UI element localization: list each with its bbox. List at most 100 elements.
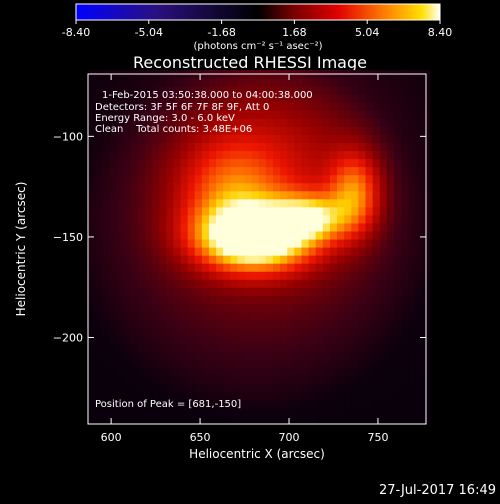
heatmap-cell	[294, 118, 303, 127]
heatmap-cell	[294, 359, 303, 369]
heatmap-cell	[201, 407, 210, 417]
heatmap-cell	[230, 303, 239, 312]
heatmap-cell	[95, 86, 103, 95]
heatmap-cell	[301, 399, 310, 409]
heatmap-cell	[201, 287, 210, 296]
heatmap-cell	[301, 351, 310, 361]
heatmap-cell	[322, 319, 331, 329]
heatmap-cell	[187, 327, 196, 337]
heatmap-cell	[187, 190, 196, 200]
heatmap-cell	[194, 238, 203, 248]
heatmap-cell	[244, 295, 253, 304]
heatmap-cell	[230, 255, 239, 264]
heatmap-cell	[223, 343, 231, 353]
heatmap-cell	[137, 246, 146, 256]
heatmap-cell	[393, 303, 402, 312]
heatmap-cell	[265, 110, 274, 119]
heatmap-cell	[194, 94, 203, 103]
heatmap-cell	[386, 238, 395, 248]
heatmap-cell	[258, 158, 267, 168]
heatmap-cell	[216, 271, 224, 280]
heatmap-cell	[408, 246, 416, 256]
heatmap-cell	[187, 391, 196, 401]
heatmap-cell	[301, 118, 310, 127]
heatmap-cell	[337, 319, 345, 329]
heatmap-cell	[351, 126, 359, 135]
heatmap-cell	[130, 142, 139, 152]
heatmap-cell	[393, 335, 402, 345]
heatmap-cell	[187, 182, 196, 192]
heatmap-cell	[194, 271, 203, 280]
heatmap-cell	[379, 166, 388, 176]
heatmap-cell	[301, 303, 310, 312]
heatmap-cell	[315, 94, 324, 103]
heatmap-cell	[365, 150, 374, 160]
heatmap-cell	[201, 246, 210, 256]
heatmap-cell	[372, 375, 381, 385]
heatmap-cell	[116, 158, 125, 168]
heatmap-cell	[251, 351, 260, 361]
heatmap-cell	[159, 383, 167, 393]
heatmap-cell	[208, 102, 217, 111]
heatmap-cell	[109, 206, 118, 216]
heatmap-cell	[358, 367, 367, 377]
heatmap-cell	[337, 174, 345, 184]
heatmap-cell	[173, 359, 182, 369]
heatmap-cell	[152, 142, 160, 152]
heatmap-cell	[116, 222, 125, 232]
heatmap-cell	[415, 198, 424, 208]
heatmap-cell	[109, 94, 118, 103]
heatmap-cell	[180, 110, 189, 119]
heatmap-cell	[88, 94, 96, 103]
heatmap-cell	[201, 142, 210, 152]
heatmap-cell	[393, 383, 402, 393]
heatmap-cell	[386, 126, 395, 135]
heatmap-cell	[379, 182, 388, 192]
heatmap-cell	[365, 102, 374, 111]
heatmap-cell	[123, 279, 132, 288]
heatmap-cell	[415, 190, 424, 200]
heatmap-cell	[401, 343, 409, 353]
heatmap-cell	[344, 263, 352, 272]
heatmap-cell	[393, 94, 402, 103]
heatmap-cell	[294, 182, 303, 192]
heatmap-cell	[88, 182, 96, 192]
heatmap-cell	[216, 102, 224, 111]
heatmap-cell	[393, 399, 402, 409]
heatmap-cell	[230, 246, 239, 256]
heatmap-cell	[216, 142, 224, 152]
heatmap-cell	[358, 94, 367, 103]
heatmap-cell	[223, 319, 231, 329]
heatmap-cell	[258, 94, 267, 103]
heatmap-cell	[351, 311, 359, 321]
heatmap-cell	[315, 271, 324, 280]
heatmap-cell	[137, 383, 146, 393]
heatmap-cell	[116, 166, 125, 176]
heatmap-cell	[216, 391, 224, 401]
heatmap-cell	[358, 182, 367, 192]
heatmap-cell	[408, 279, 416, 288]
heatmap-cell	[116, 198, 125, 208]
heatmap-cell	[337, 399, 345, 409]
heatmap-cell	[415, 383, 424, 393]
heatmap-cell	[187, 246, 196, 256]
heatmap-cell	[237, 182, 246, 192]
heatmap-cell	[109, 295, 118, 304]
heatmap-cell	[322, 86, 331, 95]
heatmap-cell	[280, 134, 288, 143]
heatmap-cell	[208, 287, 217, 296]
heatmap-cell	[194, 391, 203, 401]
heatmap-cell	[152, 367, 160, 377]
heatmap-cell	[144, 335, 153, 345]
heatmap-cell	[258, 222, 267, 232]
heatmap-cell	[144, 263, 153, 272]
heatmap-cell	[180, 190, 189, 200]
heatmap-cell	[287, 255, 295, 264]
heatmap-cell	[337, 134, 345, 143]
heatmap-cell	[265, 351, 274, 361]
heatmap-cell	[401, 375, 409, 385]
heatmap-cell	[159, 359, 167, 369]
heatmap-cell	[315, 287, 324, 296]
heatmap-cell	[144, 230, 153, 240]
heatmap-cell	[280, 335, 288, 345]
